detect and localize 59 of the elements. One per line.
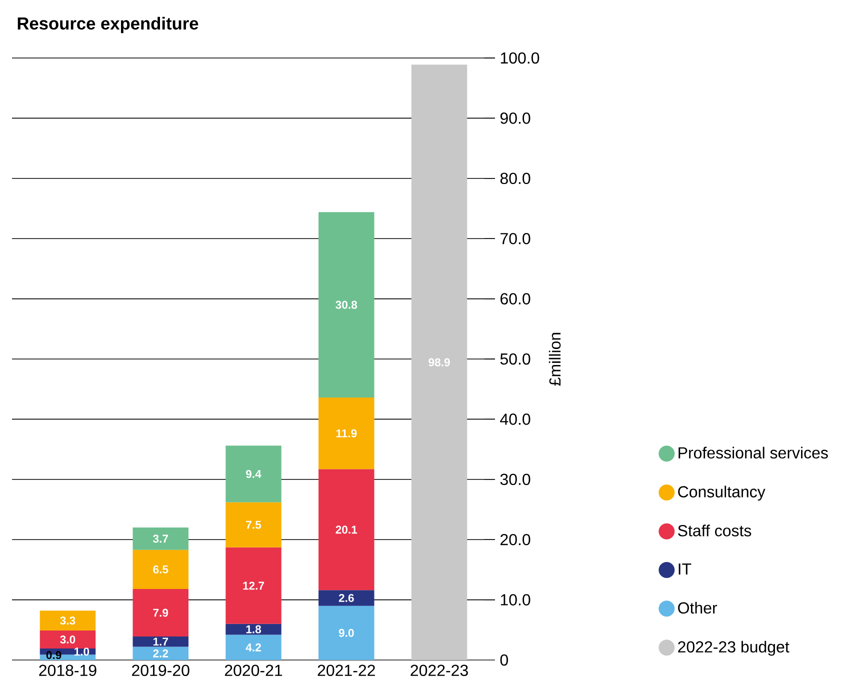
data-label: 2.2	[153, 649, 168, 658]
data-label: 11.9	[336, 429, 357, 438]
legend-label: Professional services	[678, 446, 828, 459]
bar	[132, 550, 188, 589]
y-tick-label: 60.0	[500, 293, 530, 304]
bar	[226, 502, 282, 548]
bar	[132, 588, 188, 637]
bar	[318, 606, 374, 660]
legend-label: 2022-23 budget	[678, 640, 790, 656]
legend-label: IT	[678, 564, 692, 575]
bar	[226, 446, 282, 502]
y-tick-label: 40.0	[500, 414, 530, 425]
data-label: 3.0	[60, 636, 76, 644]
y-tick-label: 50.0	[500, 353, 530, 365]
bar	[226, 547, 282, 624]
y-tick-label: 90.0	[500, 112, 530, 124]
data-label: 30.8	[336, 300, 358, 309]
data-label: 7.5	[246, 520, 262, 529]
legend-label: Staff costs	[678, 524, 752, 536]
y-axis-title: £million	[548, 332, 561, 386]
data-label: 9.4	[246, 470, 262, 478]
y-tick-label: 80.0	[500, 172, 530, 184]
bar	[132, 528, 188, 550]
bar	[40, 610, 96, 631]
data-label: 20.1	[336, 526, 358, 534]
legend-label: Other	[678, 602, 718, 614]
y-tick-label: 10.0	[500, 594, 530, 606]
y-tick-label: 30.0	[500, 474, 530, 486]
bar	[318, 398, 374, 470]
bar	[318, 469, 374, 590]
x-tick-label: 2018-19	[39, 664, 96, 676]
data-label: 3.7	[152, 534, 168, 543]
bar	[318, 590, 374, 606]
y-tick-label: 0	[500, 654, 508, 666]
legend-label: Consultancy	[678, 486, 766, 501]
bar	[40, 630, 96, 649]
bar	[226, 634, 282, 660]
bar	[318, 212, 374, 398]
data-label: 1.7	[153, 638, 168, 646]
data-label: 3.3	[60, 616, 76, 625]
data-label: 6.5	[153, 565, 168, 574]
y-tick-label: 20.0	[500, 534, 530, 546]
data-label: 2.6	[338, 594, 354, 602]
data-label: 1.8	[246, 625, 262, 634]
bar	[132, 646, 188, 660]
x-tick-label: 2022-23	[410, 664, 468, 676]
data-label: 1.0	[74, 648, 90, 656]
data-label: 9.0	[338, 628, 354, 637]
bar	[132, 636, 188, 647]
bar	[411, 64, 468, 660]
data-label: 4.2	[246, 643, 261, 652]
x-tick-label: 2019-20	[132, 664, 190, 676]
data-label: 12.7	[243, 582, 264, 590]
chart-title: Resource expenditure	[18, 16, 198, 34]
x-tick-label: 2020-21	[224, 664, 282, 676]
y-tick-label: 70.0	[500, 232, 530, 244]
data-label: 7.9	[153, 608, 168, 617]
y-tick-label: 100.0	[500, 52, 540, 64]
x-tick-label: 2021-22	[318, 664, 375, 676]
